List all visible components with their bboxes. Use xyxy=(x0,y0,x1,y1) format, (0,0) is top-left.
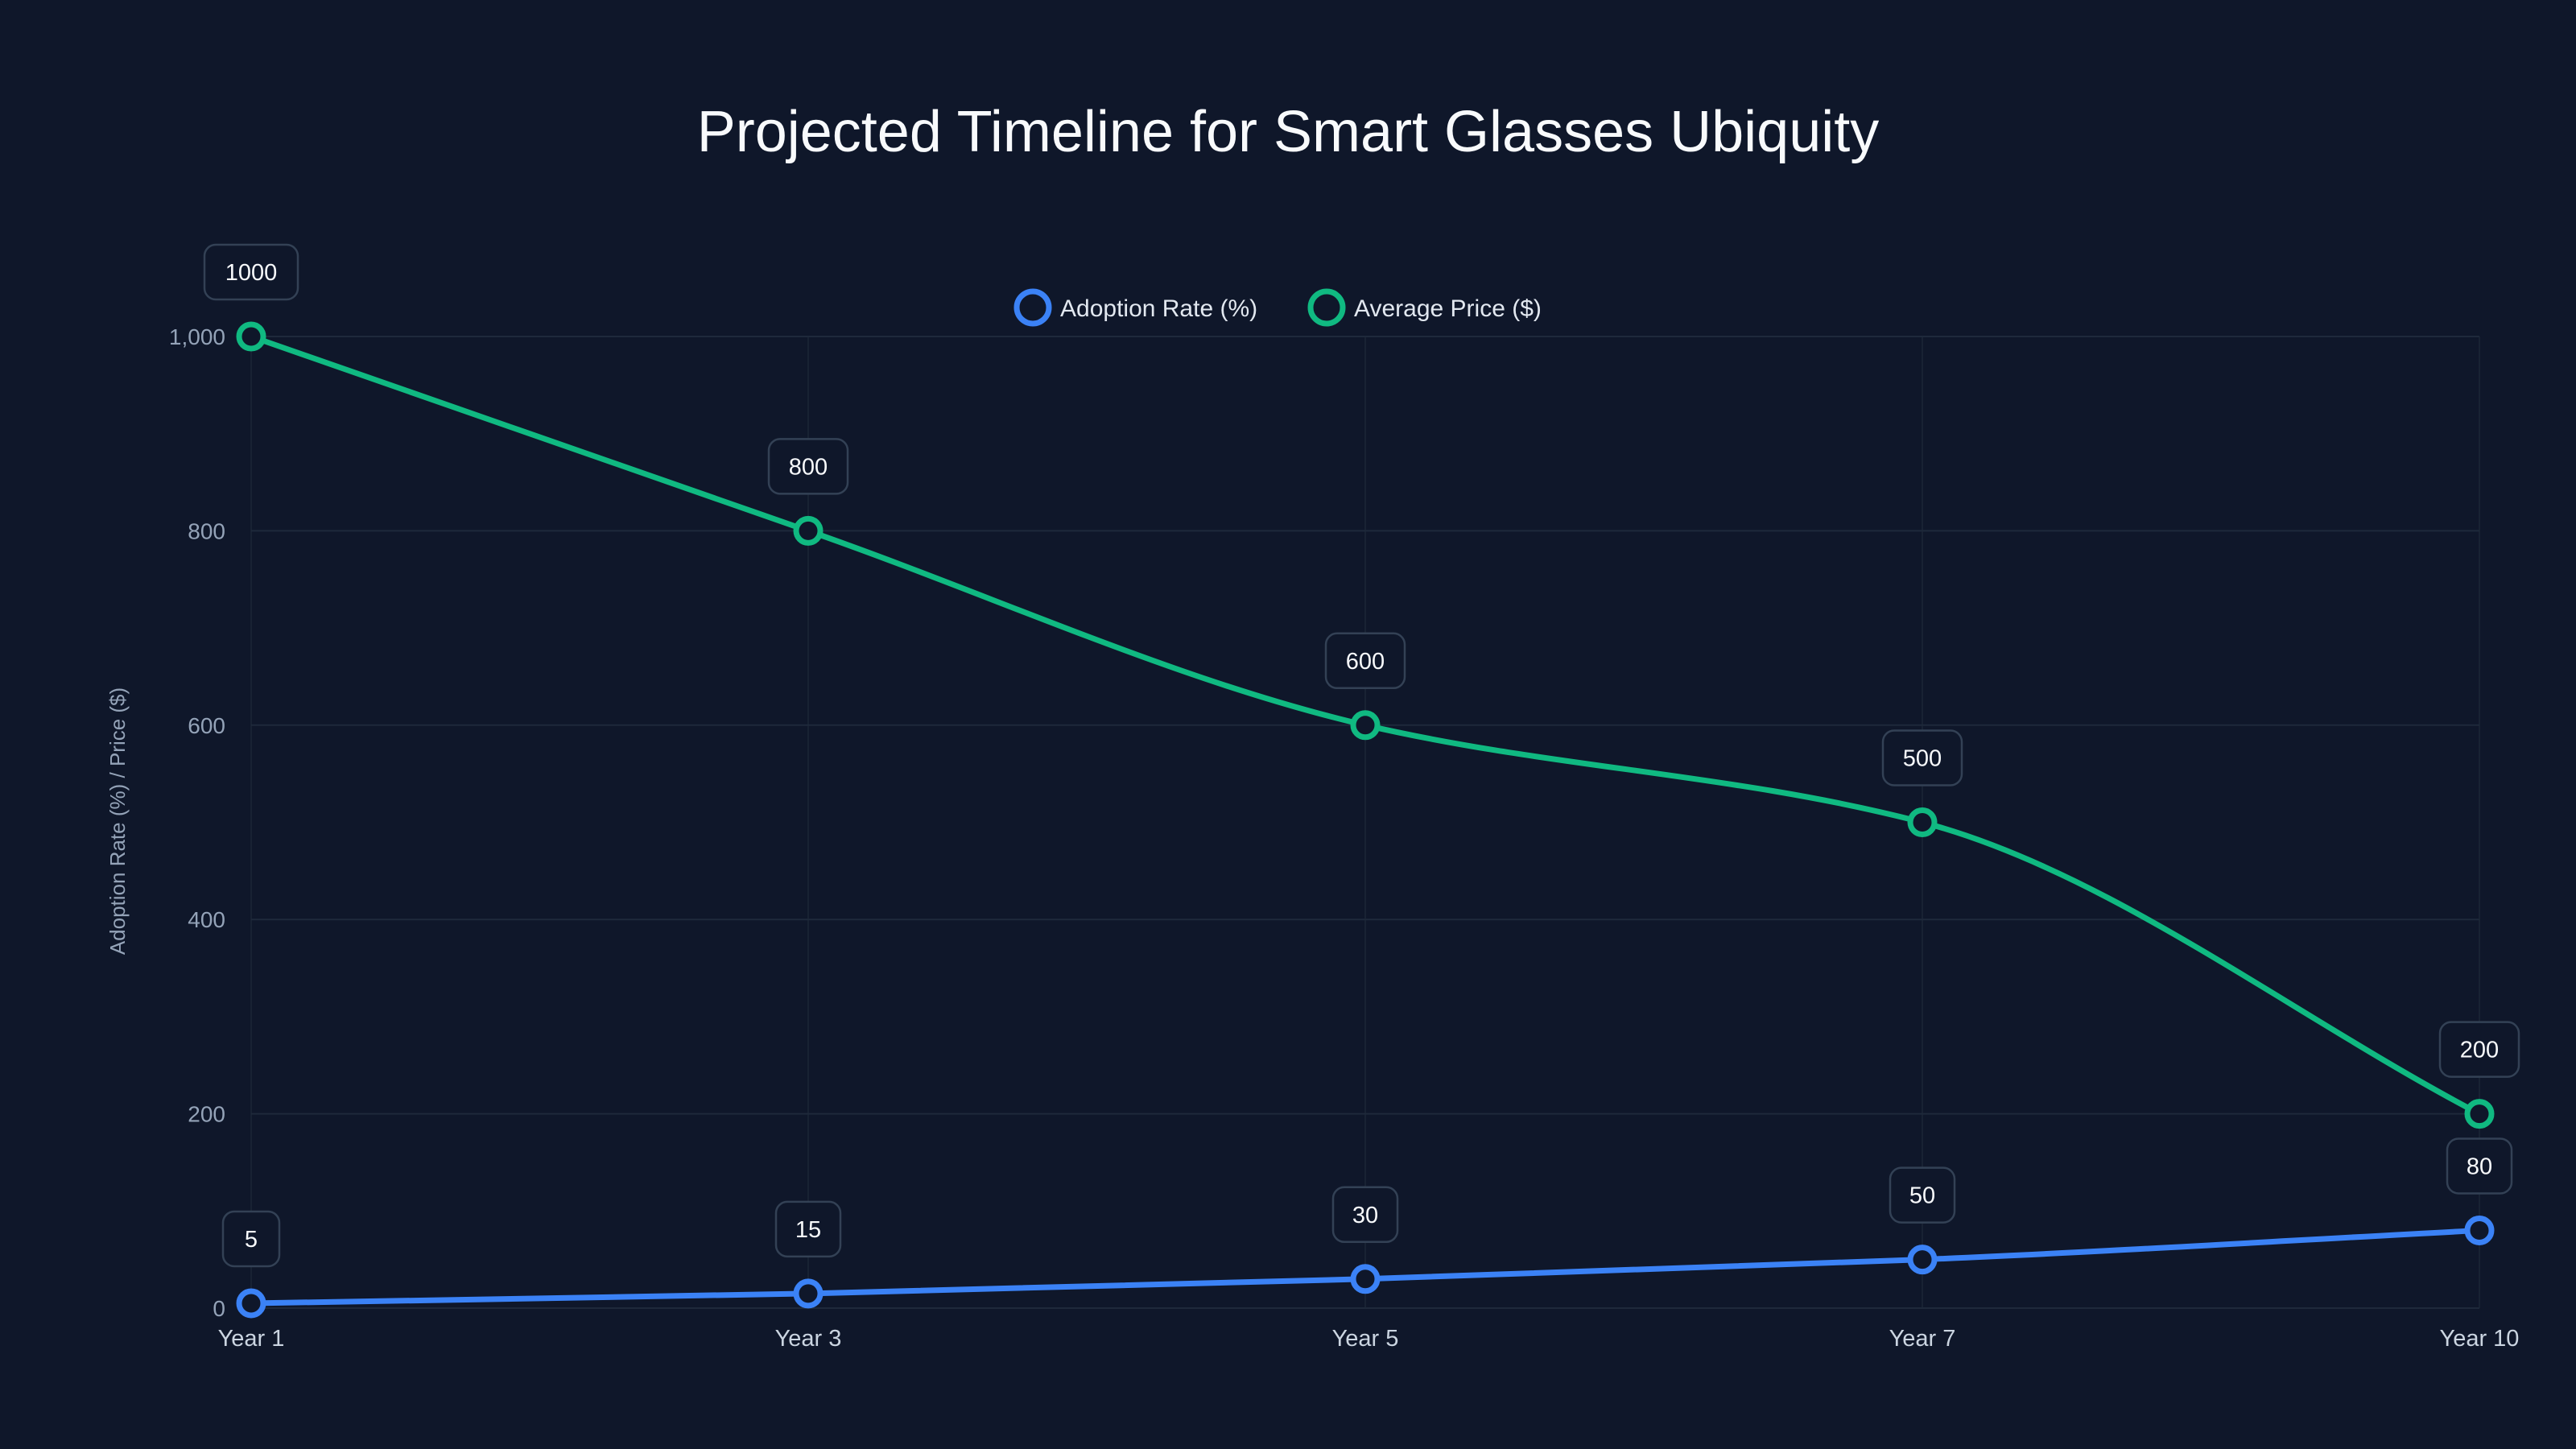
y-tick-label: 0 xyxy=(213,1296,225,1321)
data-label: 800 xyxy=(789,454,828,480)
data-point xyxy=(2464,1099,2495,1129)
data-label: 200 xyxy=(2460,1038,2499,1063)
data-label-box xyxy=(1324,632,1406,690)
x-tick-label: Year 1 xyxy=(218,1326,285,1352)
data-label-box xyxy=(1889,1166,1956,1224)
y-axis-ticks: 0 200 400 600 800 1,000 xyxy=(169,324,225,1321)
y-tick-label: 400 xyxy=(188,907,225,932)
x-tick-label: Year 10 xyxy=(2440,1326,2520,1352)
data-label-box xyxy=(767,438,849,495)
x-tick-label: Year 7 xyxy=(1889,1326,1956,1352)
data-point xyxy=(2464,1215,2495,1245)
y-tick-label: 1,000 xyxy=(169,324,225,349)
chart-title: Projected Timeline for Smart Glasses Ubi… xyxy=(697,100,1880,164)
data-label: 80 xyxy=(2467,1154,2492,1179)
data-point xyxy=(1350,1264,1381,1294)
y-tick-label: 800 xyxy=(188,518,225,543)
data-point xyxy=(236,321,266,352)
data-point xyxy=(1907,1245,1938,1275)
data-label: 500 xyxy=(1903,746,1942,772)
x-tick-label: Year 5 xyxy=(1332,1326,1399,1352)
legend-marker-icon xyxy=(1013,288,1052,327)
data-label-box xyxy=(774,1200,842,1258)
data-label: 5 xyxy=(245,1227,258,1253)
data-label-box xyxy=(1331,1186,1399,1244)
legend-label: Average Price ($) xyxy=(1354,295,1542,322)
data-label-box xyxy=(2438,1021,2520,1078)
legend: Adoption Rate (%) Average Price ($) xyxy=(1013,288,1542,327)
data-label-box xyxy=(203,243,299,301)
data-label: 30 xyxy=(1352,1203,1378,1228)
y-tick-label: 600 xyxy=(188,713,225,738)
data-labels: 5 15 30 50 80 1000 800 600 500 200 xyxy=(203,243,2520,1268)
legend-label: Adoption Rate (%) xyxy=(1060,295,1257,322)
data-label-box xyxy=(1881,729,1963,786)
data-label: 1000 xyxy=(225,260,278,286)
data-label-box xyxy=(2446,1137,2513,1195)
data-point xyxy=(793,1278,824,1309)
data-label-box xyxy=(221,1210,281,1268)
grid xyxy=(250,336,2480,1309)
data-label: 600 xyxy=(1346,649,1385,675)
y-axis-label: Adoption Rate (%) / Price ($) xyxy=(105,687,130,955)
data-point xyxy=(1907,807,1938,837)
x-tick-label: Year 3 xyxy=(775,1326,842,1352)
legend-marker-icon xyxy=(1307,288,1346,327)
y-tick-label: 200 xyxy=(188,1102,225,1127)
data-point xyxy=(236,1288,266,1319)
x-axis-ticks: Year 1 Year 3 Year 5 Year 7 Year 10 xyxy=(218,1326,2520,1352)
series-group xyxy=(236,321,2495,1319)
data-label: 50 xyxy=(1909,1183,1935,1209)
data-point xyxy=(1350,710,1381,741)
data-point xyxy=(793,515,824,546)
data-label: 15 xyxy=(795,1217,821,1243)
